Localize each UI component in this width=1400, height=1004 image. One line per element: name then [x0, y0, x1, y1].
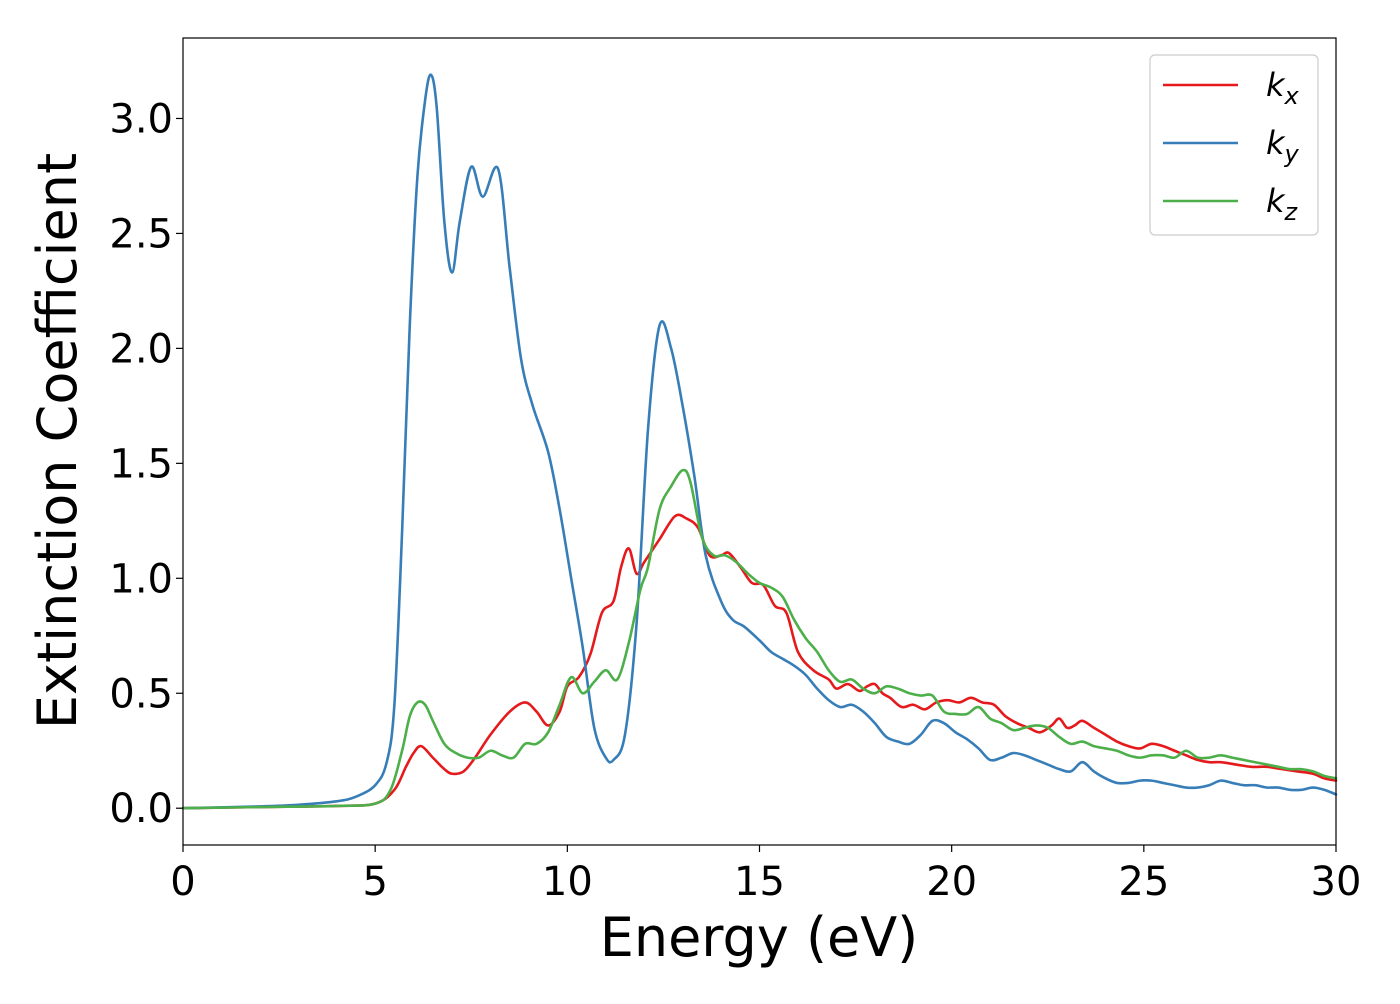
y-tick-label: 0.5 [109, 671, 173, 717]
y-tick-label: 3.0 [109, 96, 173, 142]
y-tick-label: 2.5 [109, 211, 173, 257]
series-line-z [181, 468, 1338, 810]
series-layer [181, 73, 1338, 810]
x-tick-label: 5 [362, 859, 387, 905]
x-tick-label: 15 [734, 859, 785, 905]
y-tick-label: 0.0 [109, 786, 173, 832]
x-tick-label: 30 [1311, 859, 1362, 905]
y-tick-label: 2.0 [109, 326, 173, 372]
series-line-y [181, 73, 1338, 810]
x-tick-label: 25 [1118, 859, 1169, 905]
legend-items: kx ky kz [1163, 66, 1300, 226]
x-tick-label: 10 [542, 859, 593, 905]
legend: kx ky kz [1149, 54, 1319, 236]
y-axis-ticks: 0.0 0.5 1.0 1.5 2.0 2.5 3.0 [109, 96, 183, 832]
y-tick-label: 1.0 [109, 556, 173, 602]
x-tick-label: 0 [170, 859, 195, 905]
legend-label-y: ky [1266, 124, 1300, 168]
legend-label-z: kz [1266, 182, 1299, 226]
y-tick-label: 1.5 [109, 441, 173, 487]
x-axis-title: Energy (eV) [600, 906, 919, 969]
y-axis-title: Extinction Coefficient [26, 153, 89, 729]
x-axis-ticks: 0 5 10 15 20 25 30 [170, 845, 1361, 905]
legend-label-x: kx [1266, 66, 1300, 110]
series-line-x [181, 513, 1338, 810]
x-tick-label: 20 [926, 859, 977, 905]
legend-frame [1149, 54, 1319, 236]
